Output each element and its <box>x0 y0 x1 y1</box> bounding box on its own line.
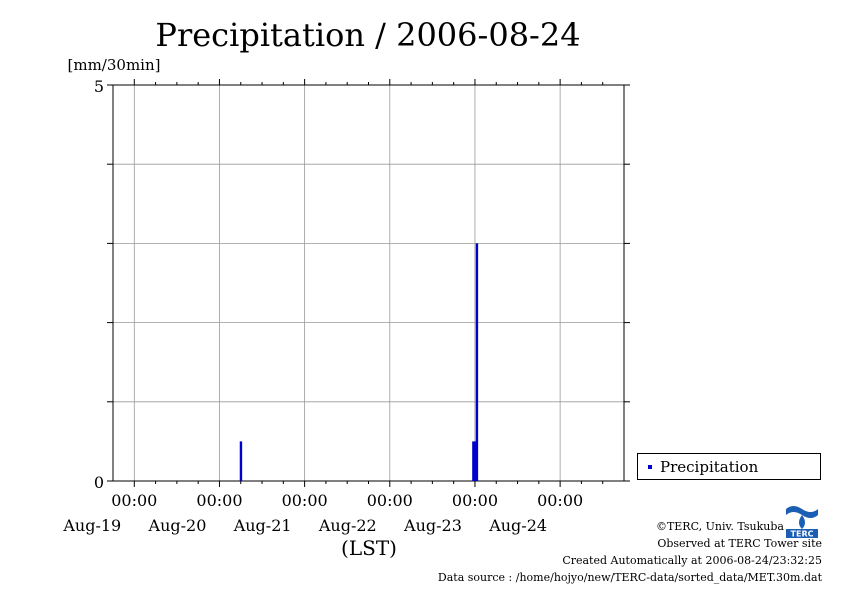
y-axis-label: [mm/30min] <box>68 56 161 74</box>
x-tick-label-time: 00:00 <box>111 491 157 510</box>
chart-title: Precipitation / 2006-08-24 <box>155 16 580 54</box>
x-tick-labels: 00:00 Aug-19 00:00 Aug-20 00:00 Aug-21 00:00 Au… <box>62 491 583 535</box>
site-text: Observed at TERC Tower site <box>657 537 822 550</box>
x-tick-label-date: Aug-24 <box>488 516 547 535</box>
precip-bar <box>472 441 475 481</box>
x-tick-label-time: 00:00 <box>196 491 242 510</box>
created-text: Created Automatically at 2006-08-24/23:3… <box>562 554 822 567</box>
x-tick-label-time: 00:00 <box>537 491 583 510</box>
legend-swatch <box>648 465 652 469</box>
grid-lines <box>113 85 624 481</box>
logo-text: TERC <box>791 530 814 539</box>
x-tick-label-date: Aug-19 <box>62 516 121 535</box>
terc-logo-icon: TERC <box>784 503 820 543</box>
x-tick-label-time: 00:00 <box>367 491 413 510</box>
source-text: Data source : /home/hojyo/new/TERC-data/… <box>437 571 822 584</box>
axis-ticks <box>107 79 630 487</box>
precip-bar <box>239 441 243 481</box>
x-tick-label-date: Aug-20 <box>148 516 207 535</box>
x-axis-label: (LST) <box>341 536 397 560</box>
plot-frame <box>112 84 625 482</box>
precip-bar <box>475 243 479 481</box>
legend: Precipitation <box>637 453 821 480</box>
x-tick-label-time: 00:00 <box>452 491 498 510</box>
copyright-text: ©TERC, Univ. Tsukuba <box>655 520 784 533</box>
precip-bar <box>473 441 477 481</box>
bar-series <box>239 243 479 481</box>
y-tick-label-max: 5 <box>94 77 104 96</box>
x-tick-label-time: 00:00 <box>282 491 328 510</box>
x-tick-label-date: Aug-21 <box>233 516 292 535</box>
x-tick-label-date: Aug-22 <box>318 516 377 535</box>
x-tick-label-date: Aug-23 <box>403 516 462 535</box>
legend-label: Precipitation <box>660 458 759 476</box>
y-tick-label-min: 0 <box>94 473 104 492</box>
